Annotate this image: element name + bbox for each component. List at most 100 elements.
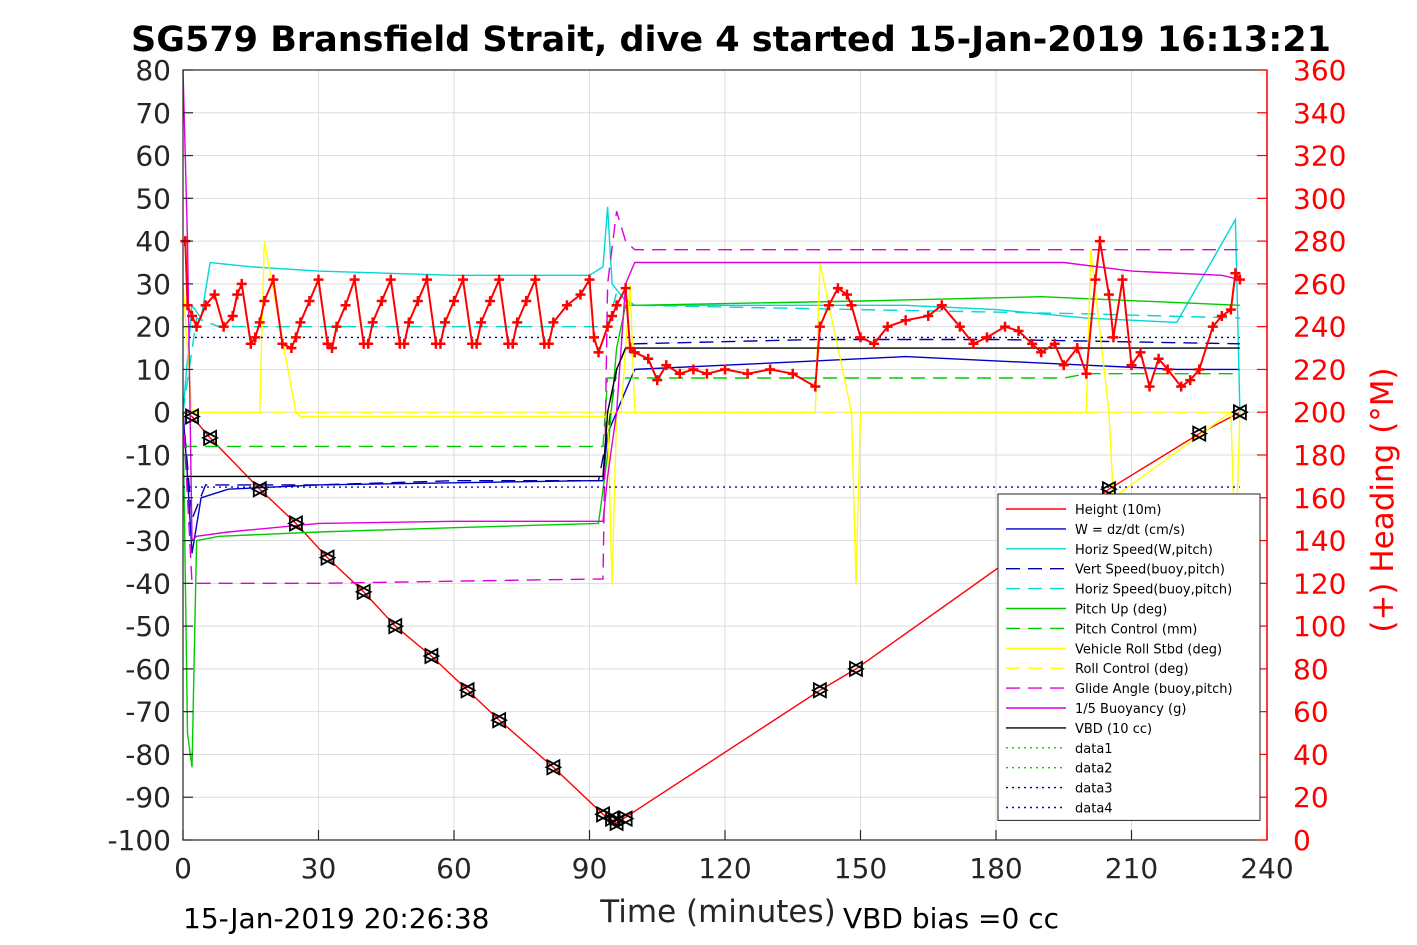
depth-marker [1190, 425, 1209, 443]
legend-label: Height (10m) [1075, 503, 1161, 518]
right-tick-label: 20 [1293, 781, 1329, 814]
x-tick-label: 60 [436, 852, 472, 885]
depth-marker [386, 617, 405, 635]
x-tick-label: 0 [174, 852, 192, 885]
tick-layer: 0 30 60 90 120 150 180 210 24080706050403020100-… [107, 54, 1346, 885]
legend-label: Horiz Speed(buoy,pitch) [1075, 583, 1232, 598]
right-tick-label: 240 [1293, 311, 1346, 344]
depth-marker [594, 805, 612, 823]
legend-label: Glide Angle (buoy,pitch) [1075, 682, 1233, 697]
depth-marker [1231, 403, 1249, 421]
y-tick-label: 30 [135, 268, 171, 301]
right-tick-label: 340 [1293, 97, 1346, 130]
right-tick-label: 220 [1293, 353, 1346, 386]
footer-timestamp: 15-Jan-2019 20:26:38 [183, 902, 489, 935]
right-tick-label: 320 [1293, 140, 1346, 173]
right-tick-label: 40 [1293, 738, 1329, 771]
x-tick-label: 240 [1240, 852, 1293, 885]
series-line [182, 355, 1240, 554]
series-line [183, 373, 1240, 448]
heading-layer [180, 236, 1245, 392]
right-tick-label: 0 [1293, 824, 1311, 857]
right-tick-label: 160 [1293, 482, 1346, 515]
y-tick-label: 20 [135, 311, 171, 344]
right-tick-label: 60 [1293, 696, 1329, 729]
legend-label: 1/5 Buoyancy (g) [1075, 702, 1186, 717]
legend-label: data4 [1075, 802, 1113, 817]
legend-label: Pitch Control (mm) [1075, 622, 1197, 637]
legend-label: data3 [1075, 782, 1113, 797]
y-tick-label: 50 [135, 182, 171, 215]
right-tick-label: 200 [1293, 396, 1346, 429]
y-tick-label: -30 [125, 525, 171, 558]
y-tick-label: -10 [125, 439, 171, 472]
legend-label: Vehicle Roll Stbd (deg) [1075, 642, 1222, 657]
x-tick-label: 120 [698, 852, 751, 885]
x-tick-label: 210 [1105, 852, 1158, 885]
depth-marker [287, 514, 305, 532]
depth-marker [490, 711, 509, 729]
x-axis-label: Time (minutes) [599, 894, 835, 930]
heading-marker [1234, 274, 1245, 285]
right-tick-label: 360 [1293, 54, 1346, 87]
heading-line [184, 240, 1241, 391]
right-axis-label: (+) Heading (°M) [1365, 367, 1401, 632]
footer-vbd-bias: VBD bias =0 cc [843, 902, 1059, 935]
right-tick-label: 300 [1293, 182, 1346, 215]
y-tick-label: -40 [125, 567, 171, 600]
series-line [182, 69, 1241, 543]
depth-marker [422, 647, 441, 665]
depth-marker [354, 583, 373, 601]
y-tick-label: 10 [135, 353, 171, 386]
depth-marker [616, 810, 635, 828]
y-tick-label: -60 [125, 653, 171, 686]
y-tick-label: -70 [125, 696, 171, 729]
depth-marker [607, 814, 626, 832]
y-tick-label: 0 [153, 396, 171, 429]
y-tick-label: -20 [125, 482, 171, 515]
depth-marker [847, 660, 865, 678]
series-line [182, 206, 1241, 413]
series-line [182, 210, 1240, 584]
depth-marker [201, 429, 219, 447]
depth-marker [183, 407, 201, 426]
right-tick-label: 120 [1293, 567, 1346, 600]
depth-marker [810, 681, 829, 699]
depth-marker [318, 549, 337, 567]
legend-label: W = dz/dt (cm/s) [1075, 523, 1185, 538]
legend-label: data1 [1075, 742, 1113, 757]
right-tick-label: 140 [1293, 525, 1346, 558]
x-tick-label: 180 [969, 852, 1022, 885]
x-tick-label: 150 [834, 852, 887, 885]
y-tick-label: 40 [135, 225, 171, 258]
legend-label: Pitch Up (deg) [1075, 603, 1167, 618]
y-tick-label: -50 [125, 610, 171, 643]
legend-label: Vert Speed(buoy,pitch) [1075, 563, 1225, 578]
legend-label: Horiz Speed(W,pitch) [1075, 543, 1213, 558]
depth-marker [1100, 480, 1118, 498]
legend-label: Roll Control (deg) [1075, 662, 1189, 677]
legend-label: data2 [1075, 762, 1113, 777]
y-tick-label: -80 [125, 738, 171, 771]
x-tick-label: 90 [572, 852, 608, 885]
y-tick-label: 60 [135, 140, 171, 173]
y-tick-label: 80 [135, 54, 171, 87]
y-tick-label: 70 [135, 97, 171, 130]
legend: Height (10m) W = dz/dt (cm/s) Horiz Speed(… [997, 493, 1261, 821]
series-line [182, 295, 1240, 768]
depth-marker [458, 681, 477, 699]
depth-marker [250, 480, 269, 498]
y-tick-label: -100 [107, 824, 171, 857]
right-tick-label: 260 [1293, 268, 1346, 301]
right-tick-label: 100 [1293, 610, 1346, 643]
depth-marker [544, 758, 563, 776]
x-tick-label: 30 [301, 852, 337, 885]
right-tick-label: 80 [1293, 653, 1329, 686]
chart-title: SG579 Bransfield Strait, dive 4 started … [131, 20, 1331, 60]
right-tick-label: 280 [1293, 225, 1346, 258]
marker-layer [183, 403, 1249, 832]
right-tick-label: 180 [1293, 439, 1346, 472]
legend-label: VBD (10 cc) [1075, 722, 1152, 737]
y-tick-label: -90 [125, 781, 171, 814]
